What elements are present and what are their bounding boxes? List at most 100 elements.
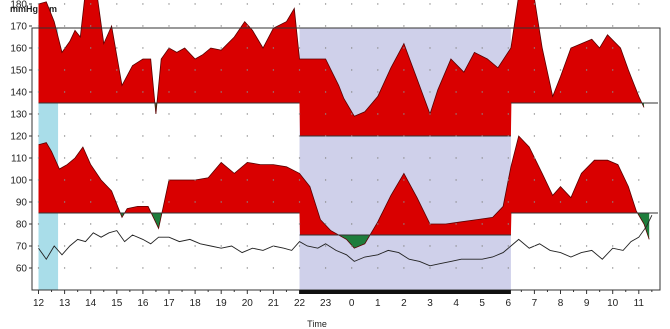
grid-dot xyxy=(220,3,222,5)
grid-dot xyxy=(298,223,301,225)
grid-dot xyxy=(298,25,301,27)
grid-dot xyxy=(585,47,588,49)
grid-dot xyxy=(533,113,536,115)
y-tick-label: 80 xyxy=(16,220,28,231)
grid-dot xyxy=(37,69,40,71)
grid-dot xyxy=(533,223,536,225)
grid-dot xyxy=(429,157,431,159)
x-tick-label: 22 xyxy=(294,298,306,309)
grid-dot xyxy=(585,135,588,137)
grid-dot xyxy=(37,179,40,181)
grid-dot xyxy=(455,135,457,137)
grid-dot xyxy=(481,91,483,93)
grid-dot xyxy=(429,201,431,203)
grid-dot xyxy=(63,245,66,247)
grid-dot xyxy=(116,179,118,181)
grid-dot xyxy=(324,47,327,49)
grid-dot xyxy=(455,91,457,93)
grid-dot xyxy=(63,69,66,71)
grid-dot xyxy=(220,245,222,247)
grid-dot xyxy=(455,3,457,5)
grid-dot xyxy=(220,157,222,159)
grid-dot xyxy=(429,25,431,27)
grid-dot xyxy=(507,223,509,225)
grid-dot xyxy=(168,113,170,115)
grid-dot xyxy=(63,201,66,203)
x-tick-label: 10 xyxy=(607,298,619,309)
x-tick-label: 21 xyxy=(268,298,280,309)
y-tick-label: 60 xyxy=(16,264,28,275)
grid-dot xyxy=(559,25,562,27)
grid-dot xyxy=(168,69,170,71)
grid-dot xyxy=(90,179,92,181)
grid-dot xyxy=(429,245,431,247)
grid-dot xyxy=(168,135,170,137)
grid-dot xyxy=(168,201,170,203)
grid-dot xyxy=(351,135,353,137)
grid-dot xyxy=(142,91,144,93)
diastolic-below-threshold-area xyxy=(151,213,163,229)
grid-dot xyxy=(455,267,457,269)
grid-dot xyxy=(481,3,483,5)
grid-dot xyxy=(37,113,40,115)
grid-dot xyxy=(298,69,301,71)
grid-dot xyxy=(246,3,248,5)
grid-dot xyxy=(429,47,431,49)
grid-dot xyxy=(324,245,327,247)
grid-dot xyxy=(116,25,118,27)
grid-dot xyxy=(324,135,327,137)
grid-dot xyxy=(116,223,118,225)
systolic-above-threshold-area xyxy=(157,0,643,136)
grid-dot xyxy=(220,25,222,27)
x-tick-label: 13 xyxy=(59,298,71,309)
grid-dot xyxy=(377,91,379,93)
grid-dot xyxy=(403,69,405,71)
grid-dot xyxy=(612,25,614,27)
grid-dot xyxy=(168,267,170,269)
grid-dot xyxy=(455,25,457,27)
grid-dot xyxy=(63,135,66,137)
grid-dot xyxy=(298,157,301,159)
grid-dot xyxy=(194,245,196,247)
grid-dot xyxy=(351,179,353,181)
grid-dot xyxy=(377,201,379,203)
grid-dot xyxy=(638,157,640,159)
grid-dot xyxy=(324,201,327,203)
grid-dot xyxy=(142,179,144,181)
grid-dot xyxy=(612,113,614,115)
grid-dot xyxy=(142,25,144,27)
grid-dot xyxy=(246,223,248,225)
grid-dot xyxy=(559,69,562,71)
series-lines xyxy=(38,0,658,267)
grid-dot xyxy=(533,267,536,269)
grid-dot xyxy=(481,223,483,225)
grid-dot xyxy=(638,3,640,5)
grid-dot xyxy=(194,3,196,5)
grid-dot xyxy=(455,113,457,115)
grid-dot xyxy=(612,245,614,247)
grid-dot xyxy=(351,223,353,225)
grid-dot xyxy=(638,245,640,247)
grid-dot xyxy=(194,157,196,159)
grid-dot xyxy=(220,113,222,115)
grid-dot xyxy=(194,47,196,49)
grid-dot xyxy=(220,223,222,225)
grid-dot xyxy=(585,69,588,71)
grid-dot xyxy=(585,245,588,247)
grid-dot xyxy=(142,223,144,225)
grid-dot xyxy=(142,47,144,49)
grid-dot xyxy=(429,69,431,71)
grid-dot xyxy=(272,223,275,225)
x-tick-label: 6 xyxy=(506,298,512,309)
grid-dot xyxy=(455,47,457,49)
grid-dot xyxy=(272,91,275,93)
grid-dot xyxy=(507,25,509,27)
grid-dot xyxy=(246,47,248,49)
grid-dot xyxy=(220,91,222,93)
grid-dot xyxy=(533,201,536,203)
grid-dot xyxy=(298,3,301,5)
grid-dot xyxy=(377,135,379,137)
grid-dot xyxy=(168,91,170,93)
grid-dot xyxy=(507,267,509,269)
grid-dot xyxy=(559,47,562,49)
